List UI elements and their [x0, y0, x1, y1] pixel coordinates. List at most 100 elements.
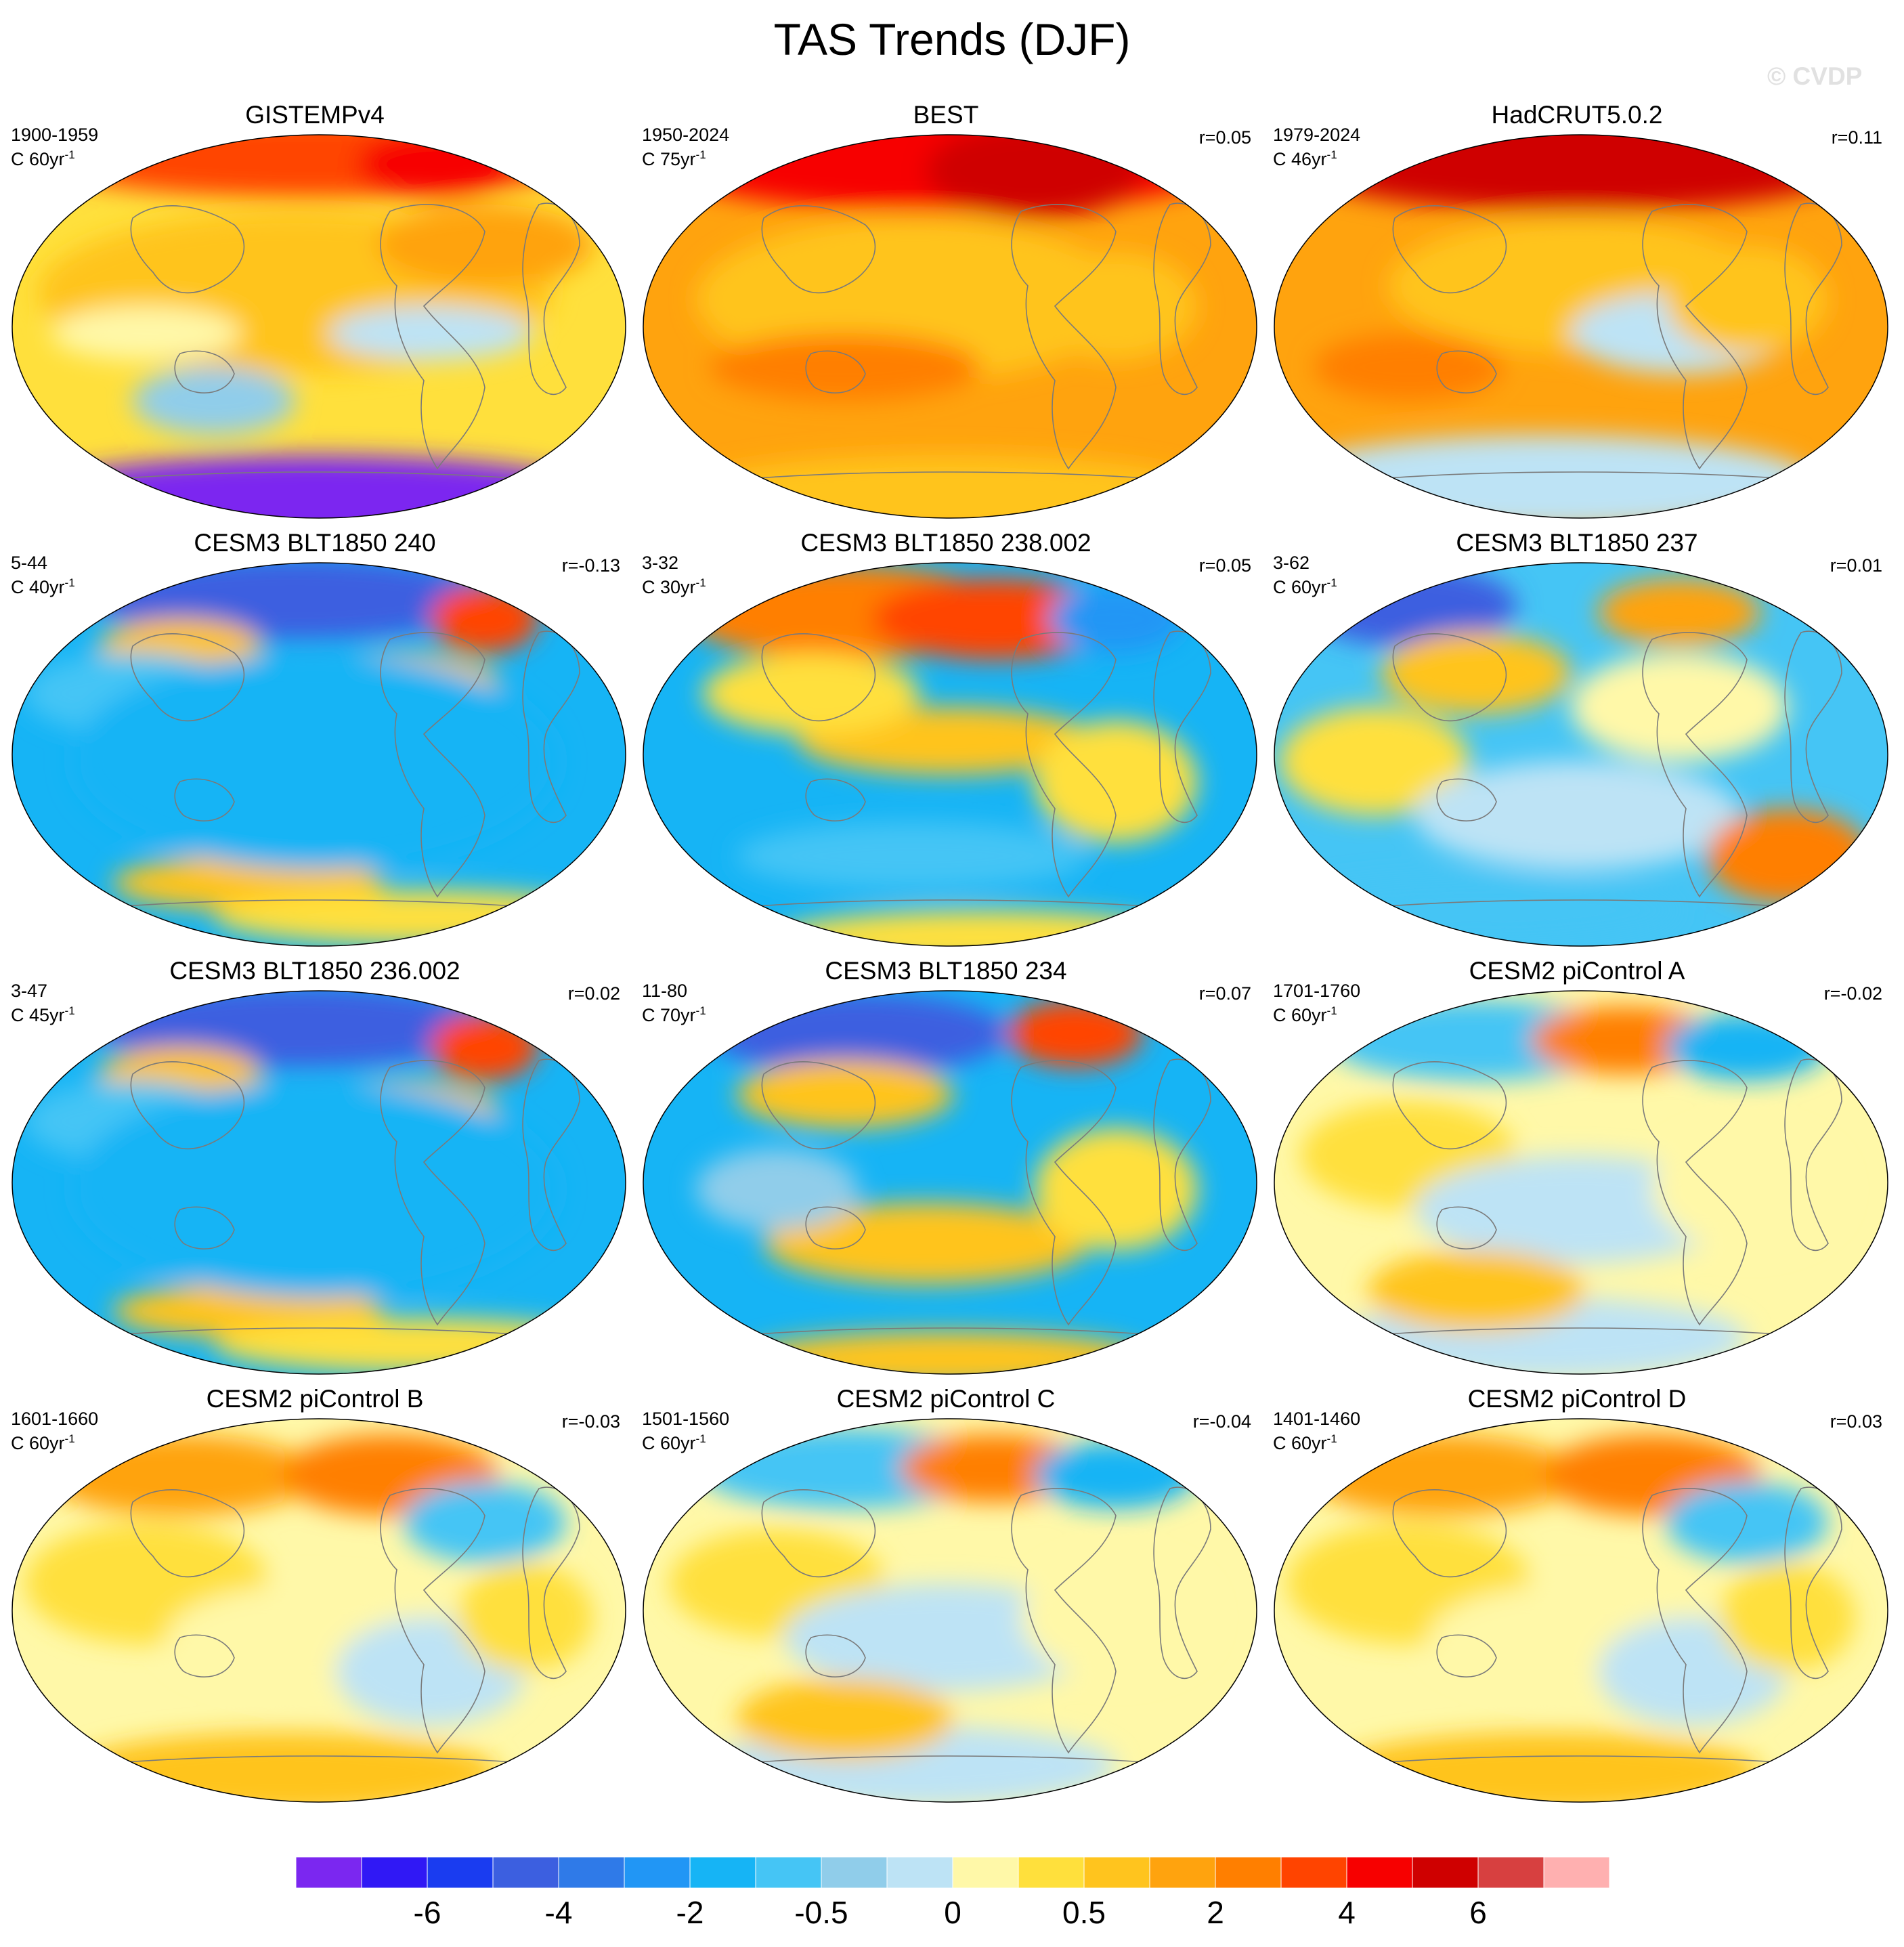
anomaly-region: [1368, 1250, 1584, 1331]
coastline: [1784, 1486, 1842, 1679]
map-panel: CESM3 BLT1850 238.002 3-32 C 30yr-1 r=0.05: [631, 528, 1261, 962]
coastline: [1153, 1058, 1211, 1251]
anomaly-region: [1035, 252, 1197, 360]
coastline: [1642, 632, 1748, 898]
coastline: [522, 202, 580, 395]
coastlines: [709, 202, 1211, 483]
panel-units: C 46yr-1: [1273, 145, 1337, 169]
world-map: [1274, 134, 1888, 519]
pattern-correlation: r=-0.02: [1823, 983, 1882, 1004]
coastline: [709, 471, 1198, 483]
map-panel: CESM3 BLT1850 240 5-44 C 40yr-1 r=-0.13: [0, 528, 630, 962]
anomaly-region: [329, 306, 532, 360]
map-panel: HadCRUT5.0.2 1979-2024 C 46yr-1 r=0.11: [1262, 100, 1892, 534]
coastline: [1153, 202, 1211, 395]
coastline: [380, 1060, 485, 1326]
panel-units: C 60yr-1: [11, 1429, 75, 1453]
panel-year-range: 1950-2024: [642, 125, 730, 145]
panel-units: C 60yr-1: [1273, 1429, 1337, 1453]
panel-title: CESM2 piControl B: [206, 1385, 424, 1413]
anomaly-region: [737, 1678, 953, 1759]
panel-year-range: 1900-1959: [11, 125, 99, 145]
colorbar-tick-label: -0.5: [794, 1895, 848, 1930]
units-text: C 70yr: [642, 1005, 696, 1025]
anomaly-region: [703, 653, 919, 734]
map-border: [1274, 1418, 1888, 1803]
panel-units: C 70yr-1: [642, 1001, 706, 1025]
anomaly-region: [1666, 1013, 1828, 1081]
units-text: C 60yr: [642, 1433, 696, 1453]
coastlines: [78, 1058, 580, 1339]
map-panel: CESM3 BLT1850 236.002 3-47 C 45yr-1 r=0.02: [0, 956, 630, 1390]
coastline: [174, 1206, 235, 1249]
colorbar-swatch: [952, 1856, 1019, 1889]
coastline: [1436, 1206, 1497, 1249]
coastline: [130, 1061, 245, 1150]
coastline: [174, 778, 235, 821]
anomaly-region: [404, 1482, 566, 1563]
coastline: [709, 899, 1198, 911]
figure-title: TAS Trends (DJF): [773, 14, 1131, 64]
coastline: [1642, 1488, 1748, 1754]
panel-units: C 45yr-1: [11, 1001, 75, 1025]
panel-year-range: 3-47: [11, 981, 48, 1001]
panel-title: CESM3 BLT1850 237: [1456, 529, 1698, 557]
coastline: [380, 632, 485, 898]
world-map: [643, 1418, 1257, 1803]
pattern-correlation: r=0.07: [1198, 983, 1251, 1004]
coastline: [1340, 1755, 1829, 1767]
coastline: [805, 778, 866, 821]
anomaly-region: [696, 1149, 859, 1230]
colorbar-swatch: [689, 1856, 756, 1889]
panel-year-range: 1701-1760: [1273, 981, 1361, 1001]
panel-units: C 60yr-1: [11, 145, 75, 169]
anomaly-region: [710, 333, 980, 401]
anomaly-region: [872, 578, 1116, 660]
panel-title: CESM2 piControl D: [1467, 1385, 1687, 1413]
coastlines: [78, 1486, 580, 1767]
map-border: [12, 134, 626, 519]
world-map: [1274, 1418, 1888, 1803]
coastline: [522, 630, 580, 823]
panel-year-range: 1979-2024: [1273, 125, 1361, 145]
colorbar-swatch: [886, 1856, 953, 1889]
colorbar-swatch: [295, 1856, 362, 1889]
coastline: [1011, 1488, 1117, 1754]
units-text: C 45yr: [11, 1005, 65, 1025]
coastline: [761, 1061, 876, 1150]
units-exponent: -1: [1326, 576, 1337, 589]
coastline: [761, 633, 876, 722]
anomaly-region: [72, 653, 559, 870]
colorbar-swatch: [1477, 1856, 1544, 1889]
map-border: [1274, 134, 1888, 519]
coastline: [1340, 899, 1829, 911]
map-panel: CESM3 BLT1850 234 11-80 C 70yr-1 r=0.07: [631, 956, 1261, 1390]
colorbar-swatch: [1018, 1856, 1085, 1889]
coastline: [805, 350, 866, 393]
anomaly-region: [458, 1563, 593, 1671]
units-exponent: -1: [695, 1004, 706, 1017]
units-text: C 60yr: [1273, 1005, 1327, 1025]
coastline: [78, 1327, 567, 1339]
map-border: [643, 990, 1257, 1375]
coastline: [1340, 1327, 1829, 1339]
world-map: [643, 562, 1257, 947]
units-text: C 30yr: [642, 577, 696, 597]
anomaly-region: [1666, 1482, 1828, 1563]
panel-units: C 60yr-1: [1273, 1001, 1337, 1025]
map-border: [1274, 990, 1888, 1375]
coastline: [805, 1206, 866, 1249]
anomaly-region: [133, 367, 295, 435]
coastlines: [78, 630, 580, 911]
units-text: C 60yr: [1273, 577, 1327, 597]
colorbar-swatch: [492, 1856, 559, 1889]
world-map: [12, 1418, 626, 1803]
coastline: [1392, 1489, 1507, 1578]
pattern-correlation: r=0.01: [1830, 555, 1882, 576]
anomaly-region: [1280, 707, 1469, 815]
units-exponent: -1: [1326, 148, 1337, 161]
anomaly-region: [1666, 245, 1828, 354]
anomaly-region: [1035, 721, 1197, 842]
anomaly-region: [431, 1013, 539, 1081]
colorbar-swatch: [1083, 1856, 1150, 1889]
